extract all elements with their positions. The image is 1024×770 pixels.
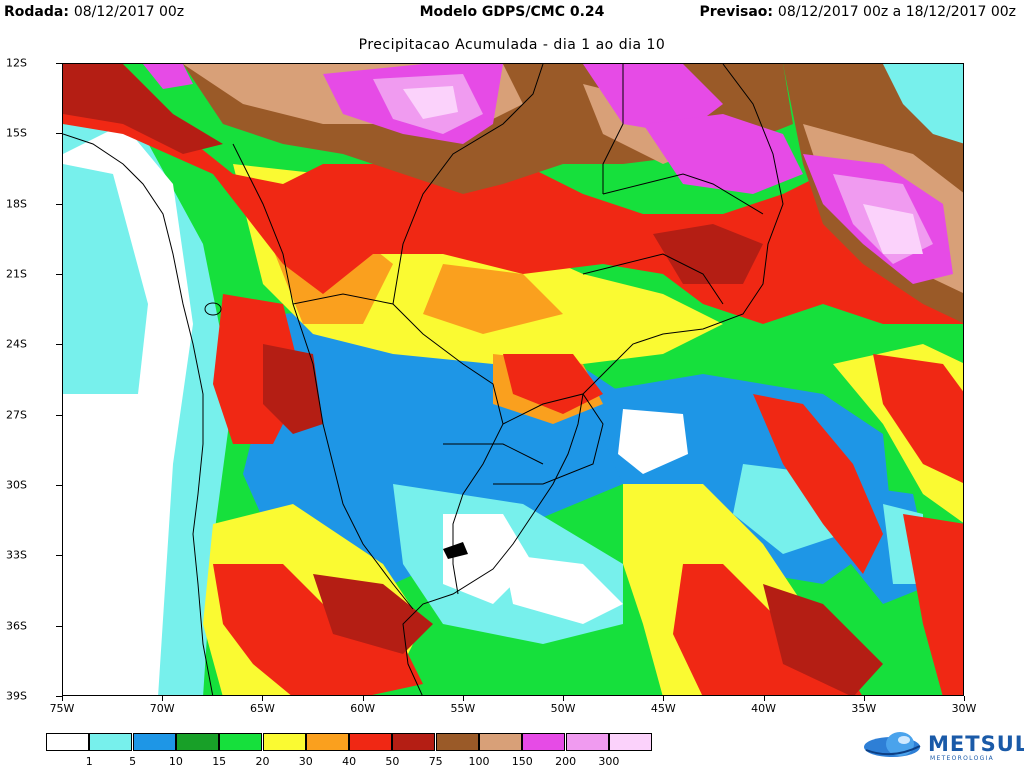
latitude-tick [56, 414, 62, 416]
latitude-tick [56, 485, 62, 486]
latitude-label: 33S [6, 548, 27, 562]
legend-level-label: 30 [298, 755, 313, 768]
legend-swatch [175, 733, 219, 751]
latitude-label: 27S [6, 408, 27, 422]
logo-name: METSUL [928, 732, 1024, 756]
longitude-tick [763, 696, 765, 701]
run-date-value: 08/12/2017 00z [73, 4, 185, 20]
legend-swatch [132, 733, 176, 751]
legend-level-label: 150 [511, 755, 533, 768]
legend-swatch [46, 733, 89, 751]
legend-level-label: 300 [598, 755, 620, 768]
longitude-tick [62, 696, 63, 701]
legend-level-label: 5 [129, 755, 137, 768]
longitude-tick [162, 696, 164, 701]
metsul-logo: METSUL METEOROLOGIA [862, 726, 1024, 766]
legend-level-label: 20 [255, 755, 270, 768]
legend-swatch [565, 733, 609, 751]
precipitation-map [62, 63, 964, 696]
forecast-period-value: 08/12/2017 00z a 18/12/2017 00z [777, 4, 1016, 20]
longitude-tick [663, 696, 665, 701]
longitude-label: 50W [550, 702, 576, 715]
latitude-tick [56, 274, 62, 275]
legend-level-label: 10 [168, 755, 183, 768]
map-subtitle: Precipitacao Acumulada - dia 1 ao dia 10 [358, 37, 666, 53]
longitude-label: 45W [650, 702, 676, 715]
latitude-tick [56, 63, 62, 64]
precipitation-field [63, 64, 963, 695]
latitude-tick [56, 696, 62, 697]
longitude-tick [362, 696, 364, 701]
legend-swatch [262, 733, 306, 751]
latitude-label: 18S [6, 197, 27, 211]
legend-level-label: 50 [385, 755, 400, 768]
latitude-label: 21S [6, 267, 27, 281]
logo-tagline: METEOROLOGIA [930, 755, 995, 762]
latitude-tick [56, 555, 62, 557]
latitude-tick [56, 133, 62, 135]
longitude-label: 30W [951, 702, 977, 715]
longitude-label: 60W [350, 702, 376, 715]
legend-swatch [305, 733, 349, 751]
longitude-tick [262, 696, 264, 701]
model-title: Modelo GDPS/CMC 0.24 [419, 4, 605, 20]
legend-swatch [522, 733, 566, 751]
latitude-label: 36S [6, 619, 27, 633]
latitude-tick [56, 625, 62, 627]
longitude-tick [462, 696, 464, 701]
legend-swatch [608, 733, 652, 751]
legend-level-label: 40 [342, 755, 357, 768]
legend-swatch [219, 733, 263, 751]
globe-icon [864, 732, 921, 757]
latitude-label: 39S [6, 689, 27, 703]
legend-swatch [435, 733, 479, 751]
longitude-label: 65W [250, 702, 275, 715]
longitude-tick [863, 696, 865, 701]
longitude-label: 70W [149, 702, 175, 715]
legend-level-label: 75 [428, 755, 443, 768]
latitude-tick [56, 344, 62, 346]
legend-swatch [349, 733, 393, 751]
forecast-period-label: Previsao: [699, 4, 774, 20]
run-date-label: Rodada: [4, 4, 69, 20]
latitude-label: 30S [6, 478, 27, 492]
longitude-label: 35W [851, 702, 877, 715]
run-date: Rodada: 08/12/2017 00z [4, 4, 184, 20]
legend-level-label: 1 [85, 755, 93, 768]
longitude-tick [964, 696, 965, 701]
forecast-period: Previsao: 08/12/2017 00z a 18/12/2017 00… [699, 4, 1016, 20]
longitude-label: 55W [450, 702, 476, 715]
legend-swatch [89, 733, 133, 751]
latitude-label: 24S [6, 337, 27, 351]
longitude-label: 40W [751, 702, 776, 715]
legend-swatch [392, 733, 436, 751]
latitude-label: 12S [6, 56, 27, 70]
legend-level-label: 100 [468, 755, 490, 768]
latitude-tick [56, 203, 62, 205]
legend-level-label: 200 [555, 755, 577, 768]
legend-level-label: 15 [212, 755, 227, 768]
latitude-label: 15S [6, 126, 27, 140]
longitude-label: 75W [49, 702, 75, 715]
legend-swatch [479, 733, 522, 751]
longitude-tick [563, 696, 565, 701]
